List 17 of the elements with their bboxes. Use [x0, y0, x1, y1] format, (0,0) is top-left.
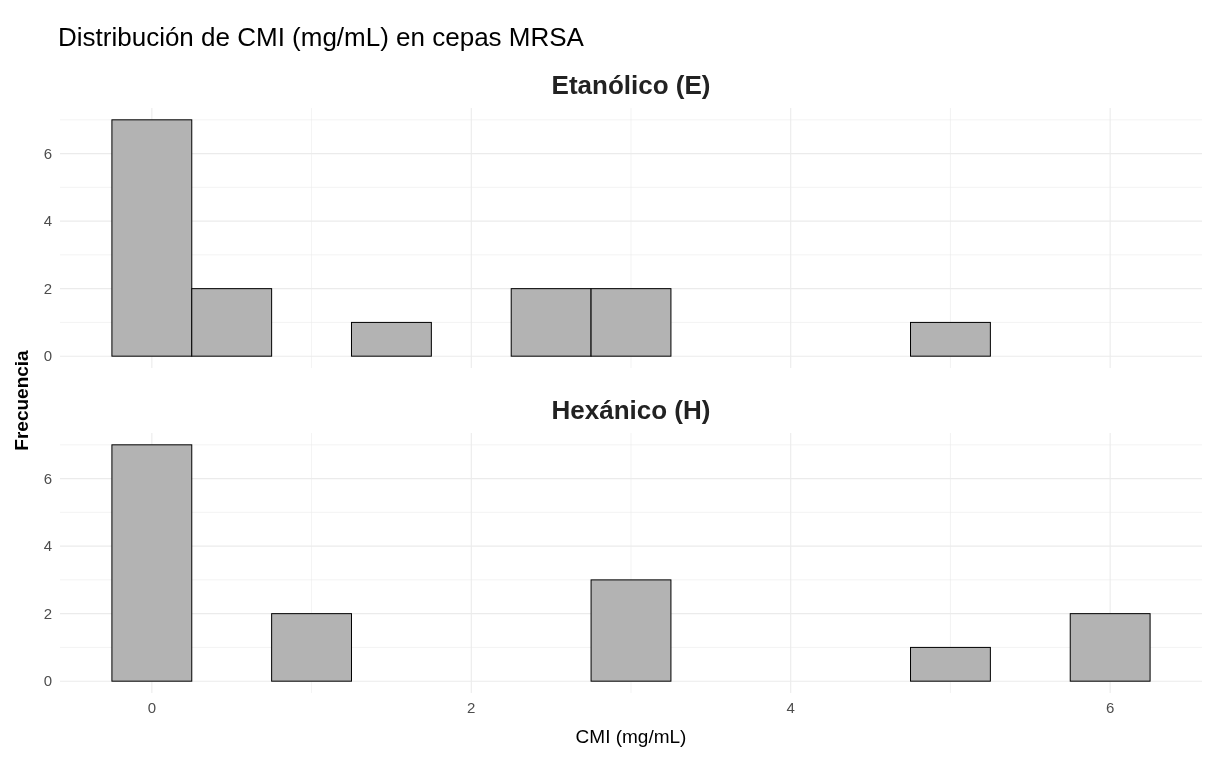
y-axis-title: Frecuencia — [11, 349, 32, 451]
y-tick-label: 0 — [43, 347, 52, 365]
x-axis-title: CMI (mg/mL) — [575, 726, 687, 747]
x-tick-label: 2 — [467, 699, 476, 716]
x-tick-label: 0 — [147, 699, 157, 716]
chart-title: Distribución de CMI (mg/mL) en cepas MRSA — [58, 22, 585, 52]
y-tick-label: 2 — [43, 279, 52, 297]
y-tick-label: 6 — [43, 144, 52, 162]
y-tick-label: 4 — [43, 537, 52, 555]
chart-subtitle: Etanólico (E) — [551, 70, 711, 100]
y-tick-label: 6 — [43, 469, 52, 487]
y-tick-label: 2 — [43, 604, 52, 622]
y-tick-label: 4 — [43, 212, 52, 230]
chart-subtitle: Hexánico (H) — [551, 395, 711, 425]
x-tick-label: 6 — [1105, 699, 1115, 716]
y-tick-label: 0 — [43, 672, 52, 690]
x-tick-label: 4 — [786, 699, 795, 716]
